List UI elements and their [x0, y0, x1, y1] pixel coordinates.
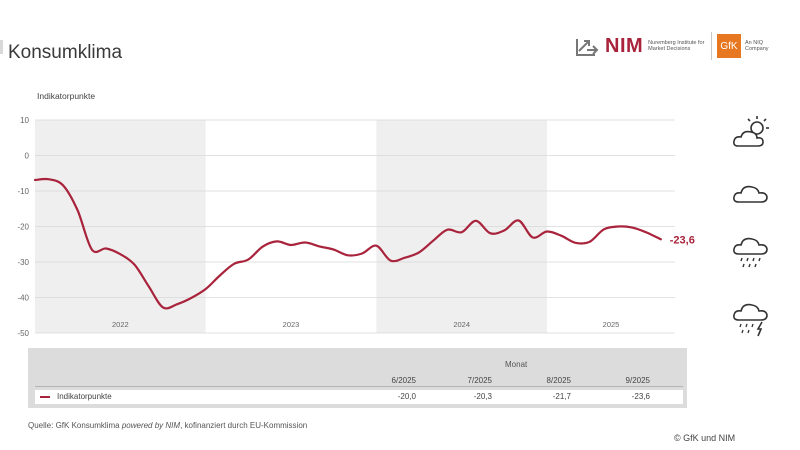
y-tick-label: -40 — [17, 294, 29, 303]
sun-cloud-icon — [733, 116, 769, 147]
consumer-climate-chart: 10 0 -10 -20 -30 -40 -50 Indikatorpunkte 2022 202… — [17, 91, 695, 338]
gfk-logo-box: GfK — [717, 34, 741, 58]
table-row-legend-swatch — [40, 396, 50, 398]
gfk-logo-subtitle: An NIQ Company — [745, 40, 769, 52]
series-line-indikatorpunkte — [33, 177, 662, 310]
y-tick-label: -50 — [17, 329, 29, 338]
page-title: Konsumklima — [8, 42, 123, 63]
table-header-month: Monat — [505, 360, 528, 369]
table-divider — [35, 386, 683, 387]
rain-cloud-icon — [733, 237, 768, 268]
source-italic-text: powered by NIM — [121, 421, 181, 430]
table-col-header: 9/2025 — [625, 376, 650, 385]
edge-marker — [0, 40, 3, 54]
y-tick-label: -10 — [17, 187, 29, 196]
cloud-icon — [733, 185, 768, 203]
table-row-label: Indikatorpunkte — [57, 392, 112, 401]
table-cell: -23,6 — [631, 392, 650, 401]
table-cell: -20,3 — [473, 392, 492, 401]
y-tick-label: -30 — [17, 258, 29, 267]
x-year-label: 2023 — [283, 320, 300, 329]
copyright: © GfK und NIM — [674, 433, 736, 443]
y-tick-label: 10 — [20, 116, 29, 125]
logo-divider — [711, 32, 712, 60]
thunderstorm-cloud-icon — [733, 303, 768, 337]
nim-logo-subtitle: Nuremberg Institute for Market Decisions — [648, 40, 705, 52]
y-tick-label: 0 — [25, 152, 30, 161]
table-row — [35, 390, 683, 404]
table-col-header: 8/2025 — [546, 376, 571, 385]
table-col-header: 6/2025 — [391, 376, 416, 385]
table-col-header: 7/2025 — [467, 376, 492, 385]
x-year-label: 2022 — [112, 320, 129, 329]
nim-arrows-icon — [576, 39, 599, 56]
source-note: Quelle: GfK Konsumklima powered by NIM, … — [28, 421, 307, 430]
nim-logo-text: NIM — [605, 34, 644, 57]
y-tick-label: -20 — [17, 223, 29, 232]
gfk-logo: GfK An NIQ Company — [717, 30, 777, 62]
x-year-label: 2024 — [453, 320, 470, 329]
table-cell: -21,7 — [552, 392, 571, 401]
nim-logo: NIM Nuremberg Institute for Market Decis… — [575, 30, 718, 62]
source-text: Quelle: GfK Konsumklima — [28, 421, 122, 430]
x-year-label: 2025 — [603, 320, 620, 329]
y-axis-label: Indikatorpunkte — [37, 91, 95, 101]
source-text-suffix: , kofinanziert durch EU-Kommission — [180, 421, 308, 430]
table-cell: -20,0 — [397, 392, 416, 401]
last-value-label: -23,6 — [670, 234, 695, 246]
